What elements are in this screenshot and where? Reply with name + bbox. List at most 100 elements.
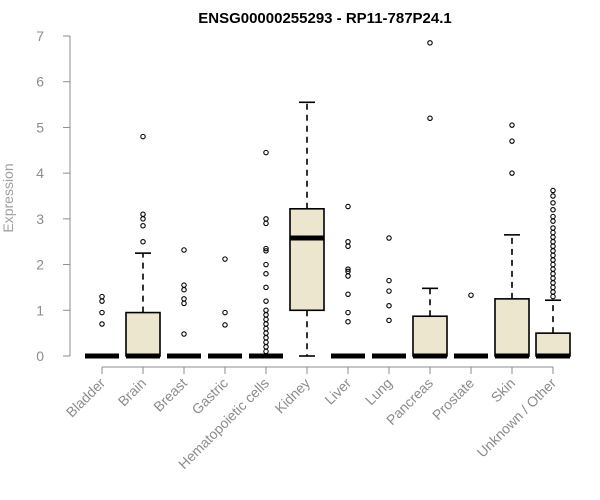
outlier-point: [427, 40, 433, 46]
outlier-point: [550, 206, 556, 213]
box-lung: [372, 235, 406, 359]
outlier-point: [181, 286, 187, 293]
outlier-point: [386, 317, 392, 324]
y-tick-label: 4: [36, 165, 44, 181]
outlier-point: [550, 284, 556, 291]
outlier-point: [263, 334, 269, 341]
outlier-point: [345, 291, 351, 298]
outlier-point: [263, 284, 269, 291]
y-tick-label: 5: [36, 119, 44, 135]
box-skin: [494, 122, 530, 359]
outlier-point: [99, 309, 105, 316]
box-gastric: [208, 256, 242, 359]
outlier-point: [427, 115, 433, 122]
outlier-point: [263, 149, 269, 156]
outlier-point: [550, 257, 556, 263]
y-tick-label: 3: [36, 211, 44, 227]
outlier-point: [550, 248, 556, 254]
y-axis: 0 1 2 3 4 5 6 7: [36, 28, 71, 364]
outlier-point: [99, 293, 105, 300]
x-tick-label: Brain: [115, 375, 149, 409]
outlier-point: [468, 292, 474, 298]
outlier-point: [263, 248, 269, 254]
y-tick-label: 6: [36, 74, 44, 90]
x-tick-label: Lung: [362, 375, 395, 408]
outlier-point: [99, 298, 105, 304]
outlier-point: [140, 222, 146, 229]
box-series: [85, 40, 571, 359]
outlier-point: [550, 261, 556, 268]
outlier-point: [509, 170, 515, 176]
outlier-point: [140, 216, 146, 222]
box-pancreas: [412, 40, 448, 359]
x-tick-label: Prostate: [429, 375, 477, 423]
outlier-point: [509, 122, 515, 128]
outlier-point: [550, 252, 556, 259]
box-body: [125, 311, 161, 357]
outlier-point: [181, 296, 187, 302]
box-breast: [167, 247, 201, 359]
outlier-point: [550, 193, 556, 199]
outlier-point: [263, 261, 269, 268]
outlier-point: [181, 282, 187, 288]
outlier-point: [386, 277, 392, 284]
outlier-point: [550, 270, 556, 277]
outlier-point: [263, 330, 269, 336]
box-bladder: [85, 293, 119, 359]
chart-title: ENSG00000255293 - RP11-787P24.1: [198, 10, 452, 27]
outlier-point: [550, 229, 556, 236]
outlier-point: [345, 203, 351, 210]
box-body: [494, 298, 530, 357]
box-body: [289, 208, 325, 312]
outlier-point: [550, 289, 556, 295]
outlier-point: [263, 344, 269, 350]
outlier-point: [386, 235, 392, 241]
y-axis-label: Expression: [0, 163, 16, 232]
outlier-point: [263, 245, 269, 252]
outlier-point: [140, 211, 146, 218]
outlier-point: [99, 321, 105, 327]
box-hematopoietic-cells: [249, 149, 283, 359]
outlier-point: [263, 216, 269, 222]
outlier-point: [550, 234, 556, 240]
y-tick-label: 1: [36, 302, 44, 318]
outlier-point: [550, 187, 556, 194]
outlier-point: [222, 256, 228, 262]
outlier-point: [263, 312, 269, 318]
outlier-point: [386, 302, 392, 309]
outlier-point: [550, 218, 556, 224]
box-prostate: [454, 292, 488, 359]
outlier-point: [263, 270, 269, 277]
y-tick-label: 2: [36, 257, 44, 273]
outlier-point: [181, 300, 187, 307]
outlier-point: [263, 220, 269, 227]
outlier-point: [140, 238, 146, 245]
outlier-point: [386, 288, 392, 294]
outlier-point: [550, 293, 556, 300]
outlier-point: [181, 247, 187, 253]
outlier-point: [550, 200, 556, 206]
outlier-point: [550, 280, 556, 286]
outlier-point: [550, 243, 556, 250]
x-tick-label: Kidney: [272, 375, 314, 417]
box-unknown-other: [535, 187, 571, 359]
outlier-point: [140, 133, 146, 140]
outlier-point: [345, 273, 351, 279]
box-brain: [125, 133, 161, 359]
outlier-point: [263, 321, 269, 327]
x-tick-label: Bladder: [63, 375, 109, 421]
outlier-point: [345, 309, 351, 316]
outlier-point: [550, 275, 556, 282]
outlier-point: [345, 266, 351, 272]
outlier-point: [222, 309, 228, 316]
outlier-point: [345, 243, 351, 250]
x-tick-label: Breast: [150, 375, 190, 415]
outlier-point: [222, 322, 228, 328]
box-kidney: [289, 101, 325, 357]
outlier-point: [550, 213, 556, 220]
outlier-point: [345, 318, 351, 325]
outlier-point: [509, 138, 515, 144]
outlier-point: [263, 325, 269, 332]
